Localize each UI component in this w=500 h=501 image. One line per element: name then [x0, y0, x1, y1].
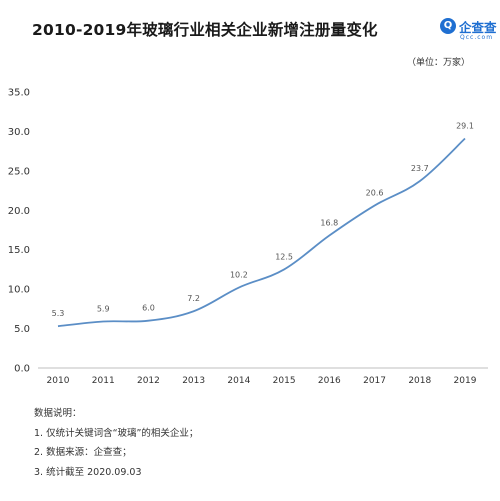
data-label: 10.2 [230, 271, 248, 280]
y-tick-label: 10.0 [8, 285, 30, 296]
data-label: 12.5 [275, 252, 293, 261]
x-tick-label: 2014 [227, 376, 250, 386]
x-tick-label: 2011 [92, 376, 115, 386]
notes-heading: 数据说明： [34, 408, 82, 419]
x-tick-label: 2013 [182, 376, 205, 386]
y-tick-label: 30.0 [8, 127, 30, 138]
data-label: 23.7 [411, 164, 429, 173]
data-label: 20.6 [366, 189, 384, 198]
y-tick-label: 15.0 [8, 245, 30, 256]
y-tick-label: 0.0 [14, 364, 30, 375]
x-tick-label: 2012 [137, 376, 160, 386]
x-tick-label: 2010 [47, 376, 70, 386]
unit-label: （单位：万家） [406, 58, 470, 68]
note-item: 1. 仅统计关键词含“玻璃”的相关企业； [34, 427, 199, 439]
data-label: 16.8 [320, 219, 338, 228]
brand-logo: Q 企查查 Qcc.com [440, 16, 500, 44]
logo-subtitle: Qcc.com [460, 34, 494, 41]
logo-name: 企查查 [459, 20, 497, 35]
data-label: 5.3 [52, 309, 65, 318]
x-tick-label: 2015 [273, 376, 296, 386]
data-label: 29.1 [456, 122, 474, 131]
data-label: 5.9 [97, 304, 110, 313]
data-label: 7.2 [187, 294, 200, 303]
y-tick-label: 5.0 [14, 324, 30, 335]
data-label: 6.0 [142, 304, 155, 313]
note-item: 3. 统计截至 2020.09.03 [34, 466, 142, 478]
x-tick-label: 2019 [454, 376, 477, 386]
series-line [57, 137, 466, 328]
note-item: 2. 数据来源：企查查； [34, 447, 132, 458]
y-tick-label: 20.0 [8, 206, 30, 217]
x-tick-label: 2017 [363, 376, 386, 386]
x-tick-label: 2016 [318, 376, 341, 386]
chart-title: 2010-2019年玻璃行业相关企业新增注册量变化 [32, 21, 378, 39]
x-tick-label: 2018 [408, 376, 431, 386]
y-tick-label: 35.0 [8, 88, 30, 99]
logo-icon: Q [440, 18, 456, 34]
data-notes: 数据说明： 1. 仅统计关键词含“玻璃”的相关企业； 2. 数据来源：企查查； … [34, 404, 198, 482]
y-tick-label: 25.0 [8, 166, 30, 177]
